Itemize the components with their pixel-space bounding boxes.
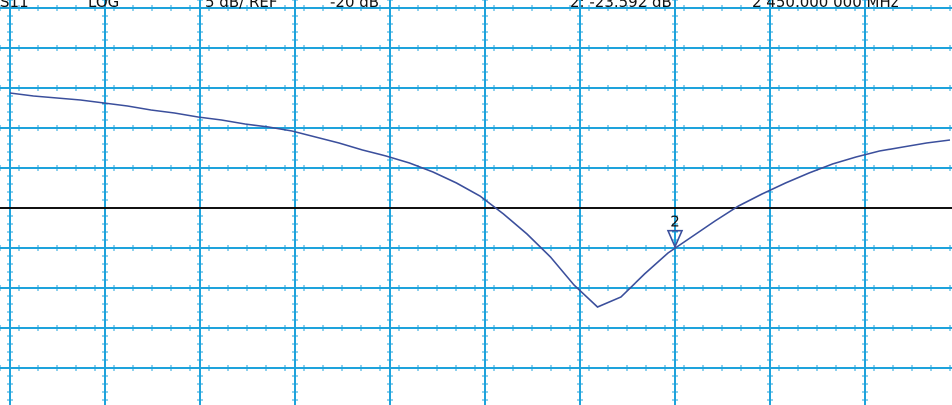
- format: LOG: [88, 0, 119, 11]
- parameter: S11: [0, 0, 29, 11]
- marker-readout: 2: -23.592 dB: [570, 0, 672, 11]
- marker-symbol: [666, 229, 684, 249]
- trace: [9, 92, 951, 308]
- scale: 5 dB/ REF: [205, 0, 277, 11]
- marker-frequency: 2 450.000 000 MHz: [752, 0, 899, 11]
- reference-level: -20 dB: [330, 0, 379, 11]
- trace-layer: 2: [9, 92, 951, 308]
- marker-name: 2: [670, 213, 680, 231]
